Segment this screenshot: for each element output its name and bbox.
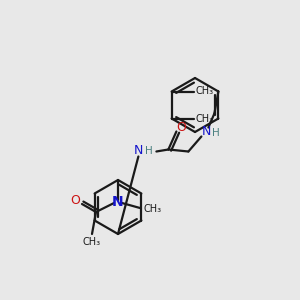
Text: CH₃: CH₃ bbox=[83, 237, 101, 247]
Text: CH₃: CH₃ bbox=[196, 113, 214, 124]
Text: N: N bbox=[112, 195, 124, 209]
Text: CH₃: CH₃ bbox=[143, 204, 161, 214]
Text: H: H bbox=[145, 146, 152, 155]
Text: H: H bbox=[212, 128, 219, 139]
Text: N: N bbox=[202, 125, 211, 138]
Text: O: O bbox=[176, 121, 186, 134]
Text: N: N bbox=[134, 144, 143, 157]
Text: O: O bbox=[70, 194, 80, 208]
Text: CH₃: CH₃ bbox=[196, 86, 214, 97]
